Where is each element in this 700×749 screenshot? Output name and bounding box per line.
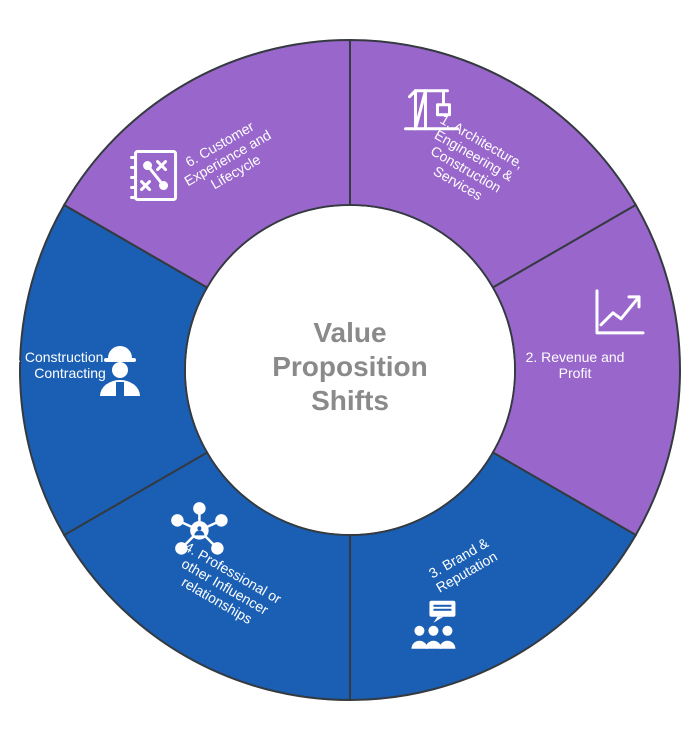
value-proposition-donut: 1. Architecture,Engineering &Constructio… xyxy=(0,0,700,749)
